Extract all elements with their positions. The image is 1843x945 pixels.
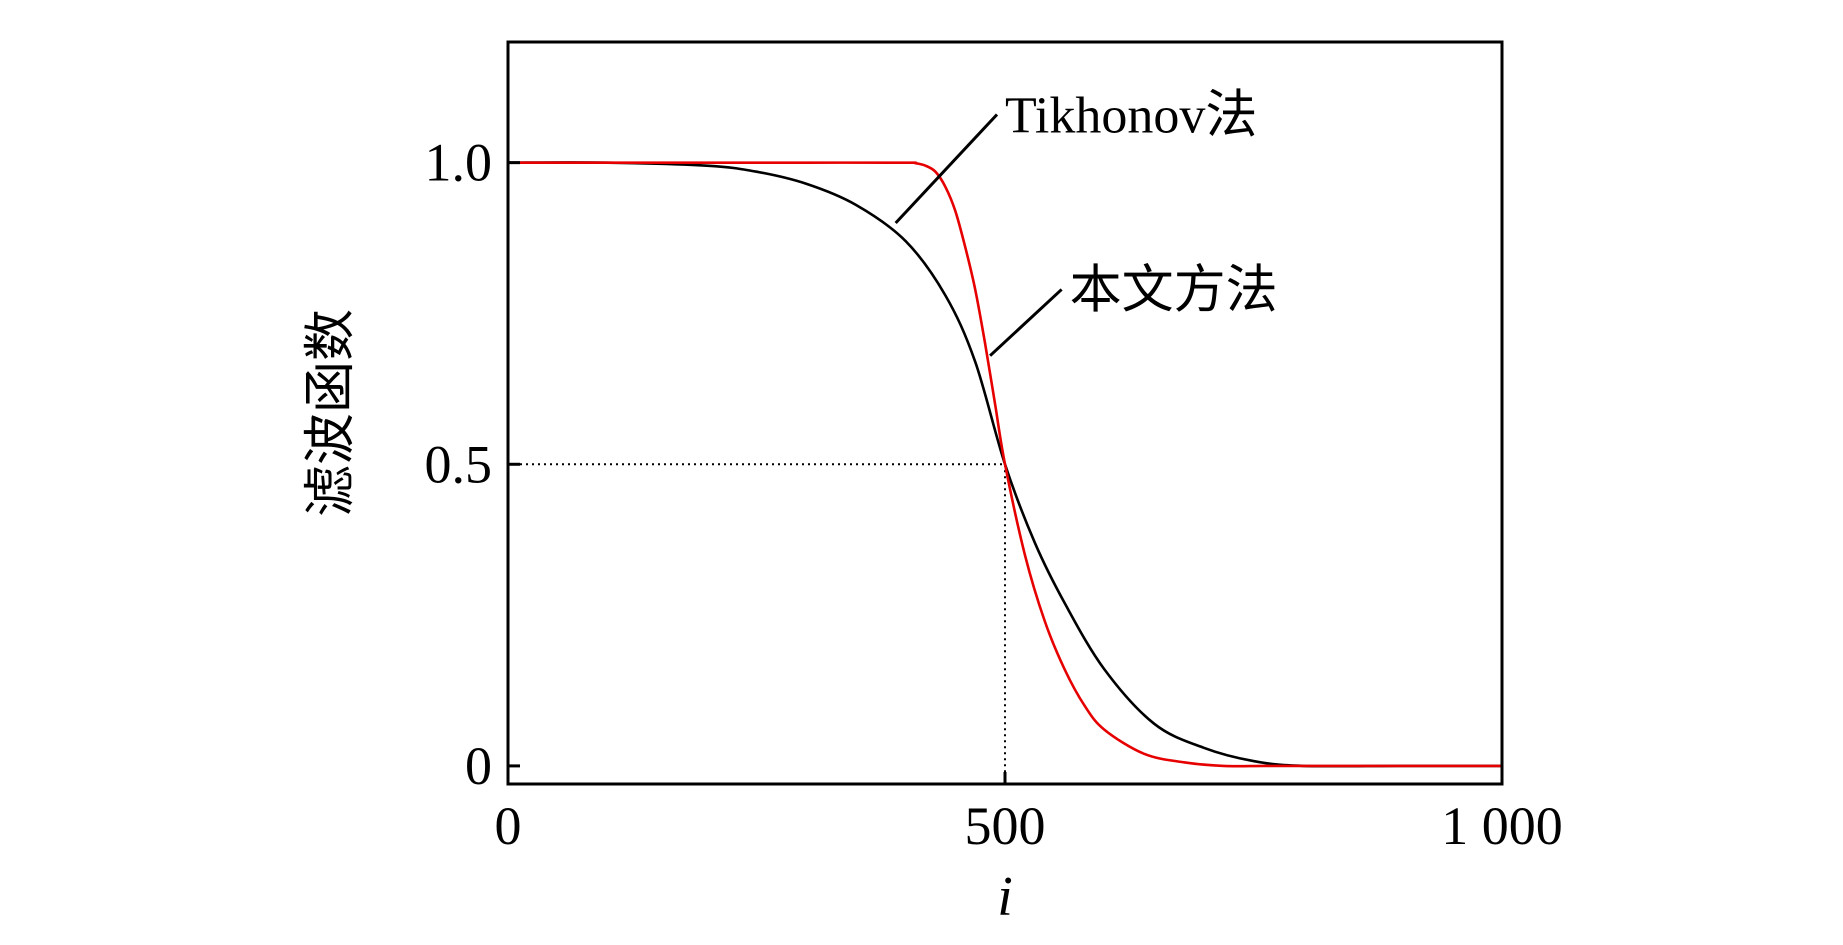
series-layer: [506, 161, 1504, 768]
annotation-leader-1: [989, 288, 1063, 357]
reference-lines: [508, 463, 1006, 784]
x-axis: 0 500 1 000: [495, 772, 1563, 856]
y-tick-label-2: 1.0: [425, 133, 493, 193]
y-axis: 0 0.5 1.0: [425, 133, 520, 796]
x-tick-label-0: 0: [495, 796, 522, 856]
y-axis-title: 滤波函数: [303, 309, 360, 517]
annotation-leader-0: [894, 113, 999, 224]
series-line-1: [506, 161, 1504, 768]
annotation-label-0: Tikhonov法: [1005, 87, 1257, 144]
y-tick-label-0: 0: [465, 736, 492, 796]
y-tick-label-1: 0.5: [425, 434, 493, 494]
x-axis-title: i: [997, 866, 1013, 928]
annotation-label-1: 本文方法: [1070, 262, 1278, 319]
x-tick-label-1: 500: [965, 796, 1046, 856]
x-tick-label-2: 1 000: [1441, 796, 1563, 856]
